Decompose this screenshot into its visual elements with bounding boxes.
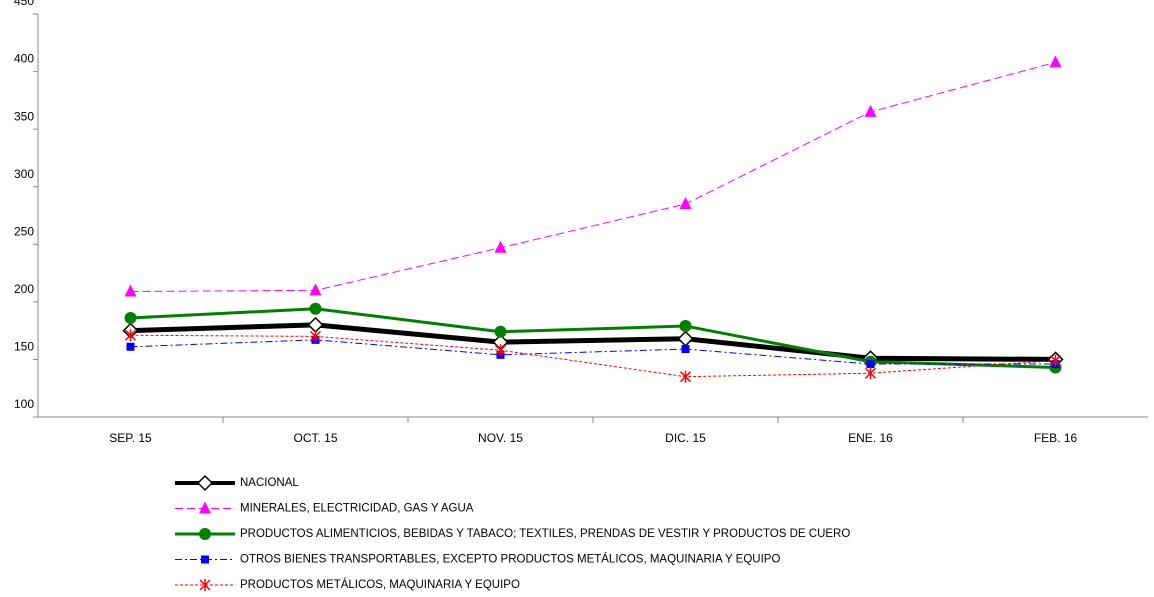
y-tick-label: 100 [14, 397, 34, 411]
marker [309, 330, 322, 343]
marker [681, 345, 690, 354]
marker [307, 316, 324, 333]
marker [494, 240, 507, 253]
y-tick-label: 250 [14, 224, 34, 238]
legend-label: NACIONAL [240, 477, 299, 489]
marker [124, 329, 137, 342]
x-tick-label: SEP. 15 [109, 431, 152, 445]
legend-label: PRODUCTOS ALIMENTICIOS, BEBIDAS Y TABACO… [240, 528, 850, 540]
marker [199, 579, 211, 591]
line [130, 339, 1056, 365]
legend-entry: PRODUCTOS METÁLICOS, MAQUINARIA Y EQUIPO [175, 578, 520, 591]
y-tick-label: 150 [14, 340, 34, 354]
series [122, 316, 1064, 368]
y-tick-label: 200 [14, 282, 34, 296]
line [130, 322, 1056, 362]
x-tick-label: NOV. 15 [478, 431, 523, 445]
marker [126, 342, 135, 351]
marker [201, 555, 209, 564]
marker [309, 302, 322, 315]
y-tick-label: 450 [14, 0, 34, 8]
series [124, 55, 1062, 297]
marker [494, 325, 507, 338]
marker [679, 320, 692, 333]
series [124, 329, 1062, 383]
legend-entry: PRODUCTOS ALIMENTICIOS, BEBIDAS Y TABACO… [175, 528, 850, 540]
legend-entry: OTROS BIENES TRANSPORTABLES, EXCEPTO PRO… [175, 553, 780, 566]
marker [309, 283, 322, 296]
x-tick-label: FEB. 16 [1034, 431, 1078, 445]
legend-entry: MINERALES, ELECTRICIDAD, GAS Y AGUA [175, 501, 474, 515]
marker [124, 284, 137, 297]
x-tick-label: DIC. 15 [665, 431, 706, 445]
marker [199, 528, 211, 540]
line [130, 61, 1056, 292]
marker [679, 370, 692, 383]
marker [494, 344, 507, 357]
legend-label: OTROS BIENES TRANSPORTABLES, EXCEPTO PRO… [240, 553, 780, 566]
marker [864, 104, 877, 117]
x-tick-label: OCT. 15 [293, 431, 337, 445]
marker [679, 196, 692, 209]
y-tick-label: 300 [14, 167, 34, 181]
x-tick-label: ENE. 16 [848, 431, 893, 445]
line [130, 307, 1056, 369]
marker [1049, 354, 1062, 367]
marker [866, 360, 875, 369]
legend-label: PRODUCTOS METÁLICOS, MAQUINARIA Y EQUIPO [240, 578, 520, 591]
marker [864, 367, 877, 380]
legend-label: MINERALES, ELECTRICIDAD, GAS Y AGUA [240, 503, 474, 515]
legend-entry: NACIONAL [175, 474, 299, 492]
y-tick-label: 400 [14, 52, 34, 66]
marker [196, 474, 214, 492]
marker [199, 501, 211, 514]
marker [1049, 55, 1062, 68]
marker [677, 330, 694, 347]
marker [124, 311, 137, 324]
y-tick-label: 350 [14, 109, 34, 123]
